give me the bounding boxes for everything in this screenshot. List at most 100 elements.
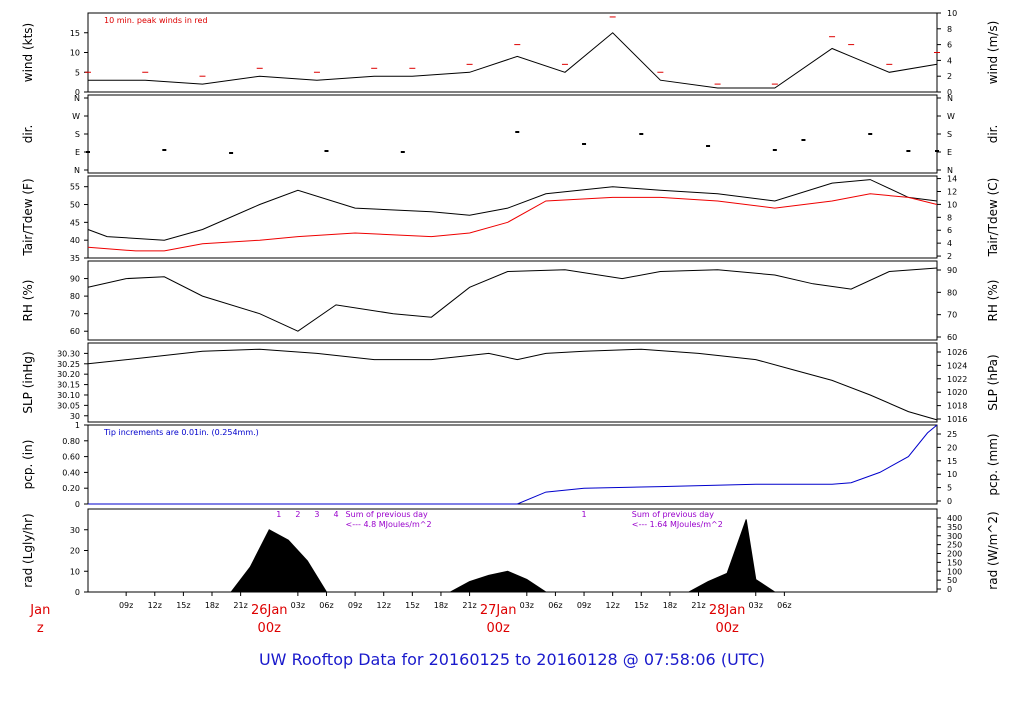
y-tick-label: 5 (75, 68, 80, 77)
y-axis-label-right: pcp. (mm) (986, 433, 1000, 495)
x-tick-label: 15z (176, 601, 190, 610)
series-line (87, 179, 938, 241)
y-tick-label: 10 (70, 567, 80, 576)
y-tick-label-right: 2 (947, 72, 952, 81)
y-tick-label-right: 100 (947, 567, 962, 576)
data-point (906, 150, 911, 152)
y-tick-label: 40 (70, 236, 80, 245)
radiation-sum-title: Sum of previous day (346, 510, 428, 519)
series-line (87, 193, 938, 252)
day-hour-label: z (37, 621, 44, 636)
y-tick-label: 80 (70, 292, 80, 301)
panel-dir: dir. dir.N NE ES SW WN N (21, 94, 1000, 175)
day-label: 26Jan (251, 603, 288, 618)
y-tick-label-right: 5 (947, 484, 952, 493)
y-tick-label-right: 8 (947, 213, 952, 222)
y-tick-label-right: 2 (947, 252, 952, 261)
panel-radiation: rad (Lgly/hr) rad (W/m^2)0102030050100150… (21, 508, 1000, 597)
radiation-sum-value: <--- 4.8 MJoules/m^2 (346, 520, 432, 529)
y-axis-label-left: dir. (21, 125, 35, 144)
y-tick-label: W (72, 112, 80, 121)
y-tick-label-right: 4 (947, 239, 952, 248)
y-axis-label-left: rad (Lgly/hr) (21, 513, 35, 587)
x-tick-label: 06z (548, 601, 562, 610)
y-tick-label-right: N (947, 166, 953, 175)
y-tick-label-right: 1026 (947, 348, 967, 357)
day-label: Jan (29, 603, 50, 618)
x-tick-label: 15z (405, 601, 419, 610)
day-marker: 1 (581, 510, 586, 519)
y-axis-label-right: rad (W/m^2) (986, 511, 1000, 589)
x-tick-label: 18z (663, 601, 677, 610)
y-tick-label-right: 8 (947, 25, 952, 34)
x-tick-label: 03z (749, 601, 763, 610)
y-tick-label-right: 10 (947, 200, 957, 209)
panel-wind: wind (kts) wind (m/s) 0 5 10 15 0 2 4 6 8 10 10 min.… (21, 9, 1000, 97)
y-tick-label-right: 90 (947, 266, 957, 275)
y-tick-label: 20 (70, 547, 80, 556)
y-tick-label: 0 (75, 500, 80, 509)
y-tick-label: 55 (70, 183, 80, 192)
y-tick-label-right: 10 (947, 470, 957, 479)
x-tick-label: 15z (634, 601, 648, 610)
day-hour-label: 00z (487, 621, 511, 636)
y-tick-label: 50 (70, 201, 80, 210)
y-tick-label: 0.60 (62, 453, 80, 462)
y-tick-label: 30.05 (57, 401, 80, 410)
data-point (582, 143, 587, 145)
y-tick-label: 45 (70, 218, 80, 227)
y-tick-label: E (75, 148, 80, 157)
data-point (772, 149, 777, 151)
data-point (639, 133, 644, 135)
y-axis-label-right: dir. (986, 125, 1000, 144)
y-tick-label-right: N (947, 94, 953, 103)
day-label: 28Jan (709, 603, 746, 618)
y-tick-label-right: 60 (947, 333, 957, 342)
y-tick-label: 1 (75, 421, 80, 430)
y-tick-label: 60 (70, 327, 80, 336)
y-tick-label-right: 350 (947, 523, 962, 532)
y-tick-label-right: 300 (947, 532, 962, 541)
y-tick-label: 30.20 (57, 370, 80, 379)
y-tick-label-right: 20 (947, 443, 957, 452)
day-hour-label: 00z (715, 621, 739, 636)
y-axis-label-left: RH (%) (21, 280, 35, 322)
x-tick-label: 03z (291, 601, 305, 610)
y-tick-label: 35 (70, 254, 80, 263)
y-tick-label-right: 14 (947, 175, 957, 184)
y-tick-label-right: 0 (947, 497, 952, 506)
x-tick-label: 06z (777, 601, 791, 610)
panel-frame (87, 175, 938, 259)
data-point (515, 131, 520, 133)
y-tick-label: 30 (70, 412, 80, 421)
day-label: 27Jan (480, 603, 517, 618)
x-tick-label: 06z (319, 601, 333, 610)
data-point (162, 149, 167, 151)
data-point (801, 139, 806, 141)
data-point (324, 150, 329, 152)
y-tick-label: 70 (70, 310, 80, 319)
y-axis-label-left: pcp. (in) (21, 440, 35, 490)
y-axis-label-left: SLP (inHg) (21, 351, 35, 413)
y-axis-label-right: wind (m/s) (986, 21, 1000, 85)
x-tick-label: 18z (434, 601, 448, 610)
x-tick-label: 21z (691, 601, 705, 610)
panel-frame (87, 342, 938, 423)
x-tick-label: 12z (377, 601, 391, 610)
y-tick-label-right: S (947, 130, 952, 139)
y-tick-label-right: 10 (947, 9, 957, 18)
y-tick-label: 10 (70, 49, 80, 58)
y-tick-label: 30 (70, 526, 80, 535)
y-tick-label-right: W (947, 112, 955, 121)
panel-precip: pcp. (in) pcp. (mm)00.200.400.600.8010510… (21, 421, 1000, 509)
y-tick-label-right: 4 (947, 56, 952, 65)
x-tick-label: 21z (462, 601, 476, 610)
y-tick-label-right: 0 (947, 88, 952, 97)
radiation-sum-title: Sum of previous day (632, 510, 714, 519)
y-tick-label-right: 15 (947, 457, 957, 466)
y-tick-label-right: 1020 (947, 388, 967, 397)
series-line (87, 348, 938, 421)
panel-rh: RH (%) RH (%) 60 70 80 90 60 70 80 90 (21, 260, 1000, 342)
y-tick-label: N (74, 94, 80, 103)
